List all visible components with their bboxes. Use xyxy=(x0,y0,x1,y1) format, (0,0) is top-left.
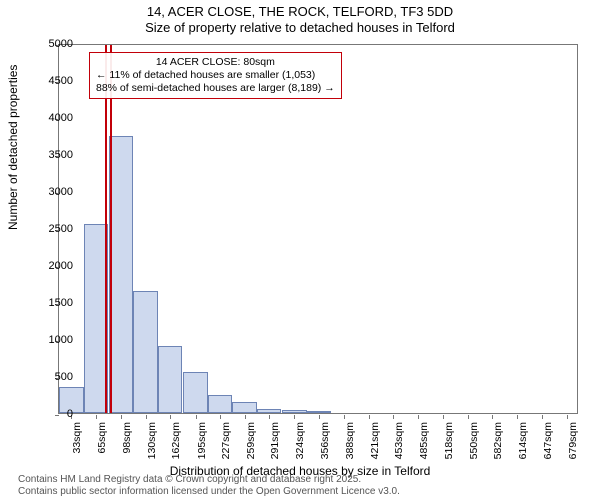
x-tick-label: 485sqm xyxy=(418,422,430,459)
y-tick-label: 2500 xyxy=(33,223,73,235)
x-tick-label: 259sqm xyxy=(245,422,257,459)
x-tick-label: 388sqm xyxy=(344,422,356,459)
x-tick-mark xyxy=(220,415,221,419)
x-tick-label: 679sqm xyxy=(567,422,579,459)
x-tick-mark xyxy=(196,415,197,419)
x-tick-label: 291sqm xyxy=(269,422,281,459)
y-tick-label: 5000 xyxy=(33,38,73,50)
annotation-line2: 88% of semi-detached houses are larger (… xyxy=(96,82,335,95)
x-tick-mark xyxy=(443,415,444,419)
y-axis-label: Number of detached properties xyxy=(6,65,20,230)
x-tick-mark xyxy=(492,415,493,419)
x-tick-mark xyxy=(294,415,295,419)
x-tick-label: 98sqm xyxy=(121,422,133,454)
histogram-bar xyxy=(208,395,233,414)
histogram-bar xyxy=(257,409,282,413)
histogram-bar xyxy=(232,402,257,413)
x-tick-label: 421sqm xyxy=(369,422,381,459)
x-tick-mark xyxy=(319,415,320,419)
x-tick-mark xyxy=(121,415,122,419)
x-tick-mark xyxy=(96,415,97,419)
title-line2: Size of property relative to detached ho… xyxy=(0,20,600,35)
x-tick-mark xyxy=(393,415,394,419)
footer-line1: Contains HM Land Registry data © Crown c… xyxy=(18,474,400,486)
x-tick-label: 33sqm xyxy=(71,422,83,454)
x-tick-label: 647sqm xyxy=(542,422,554,459)
x-tick-label: 550sqm xyxy=(468,422,480,459)
x-tick-label: 130sqm xyxy=(146,422,158,459)
x-tick-mark xyxy=(344,415,345,419)
footer-line2: Contains public sector information licen… xyxy=(18,486,400,498)
histogram-bar xyxy=(133,291,158,413)
title-block: 14, ACER CLOSE, THE ROCK, TELFORD, TF3 5… xyxy=(0,0,600,35)
subject-marker-line xyxy=(110,45,112,413)
histogram-bar xyxy=(158,346,183,413)
y-tick-label: 4000 xyxy=(33,112,73,124)
histogram-bar xyxy=(307,411,332,413)
x-tick-mark xyxy=(418,415,419,419)
x-tick-mark xyxy=(517,415,518,419)
y-tick-label: 1500 xyxy=(33,297,73,309)
y-tick-label: 3000 xyxy=(33,186,73,198)
x-tick-label: 65sqm xyxy=(96,422,108,454)
x-tick-mark xyxy=(170,415,171,419)
title-line1: 14, ACER CLOSE, THE ROCK, TELFORD, TF3 5… xyxy=(0,4,600,19)
y-tick-label: 2000 xyxy=(33,260,73,272)
y-tick-label: 1000 xyxy=(33,334,73,346)
plot-area: 33sqm65sqm98sqm130sqm162sqm195sqm227sqm2… xyxy=(58,44,578,414)
x-tick-label: 227sqm xyxy=(220,422,232,459)
y-tick-label: 4500 xyxy=(33,75,73,87)
x-tick-label: 324sqm xyxy=(294,422,306,459)
histogram-bar xyxy=(183,372,208,413)
x-tick-mark xyxy=(542,415,543,419)
histogram-bar xyxy=(109,136,134,414)
x-tick-mark xyxy=(369,415,370,419)
x-tick-label: 162sqm xyxy=(170,422,182,459)
y-tick-label: 3500 xyxy=(33,149,73,161)
x-tick-mark xyxy=(146,415,147,419)
x-tick-label: 614sqm xyxy=(517,422,529,459)
x-tick-mark xyxy=(269,415,270,419)
chart-area: 33sqm65sqm98sqm130sqm162sqm195sqm227sqm2… xyxy=(58,44,578,414)
x-tick-mark xyxy=(468,415,469,419)
annotation-line1: ← 11% of detached houses are smaller (1,… xyxy=(96,69,335,82)
x-tick-label: 518sqm xyxy=(443,422,455,459)
subject-marker-line xyxy=(105,45,107,413)
histogram-bar xyxy=(282,410,307,413)
figure-container: 14, ACER CLOSE, THE ROCK, TELFORD, TF3 5… xyxy=(0,0,600,500)
x-tick-label: 195sqm xyxy=(196,422,208,459)
attribution-footer: Contains HM Land Registry data © Crown c… xyxy=(18,474,400,498)
y-tick-label: 0 xyxy=(33,408,73,420)
x-tick-mark xyxy=(245,415,246,419)
x-tick-label: 582sqm xyxy=(492,422,504,459)
x-tick-mark xyxy=(567,415,568,419)
annotation-title: 14 ACER CLOSE: 80sqm xyxy=(96,56,335,69)
x-tick-label: 356sqm xyxy=(319,422,331,459)
y-tick-label: 500 xyxy=(33,371,73,383)
x-tick-label: 453sqm xyxy=(393,422,405,459)
annotation-box: 14 ACER CLOSE: 80sqm← 11% of detached ho… xyxy=(89,52,342,99)
